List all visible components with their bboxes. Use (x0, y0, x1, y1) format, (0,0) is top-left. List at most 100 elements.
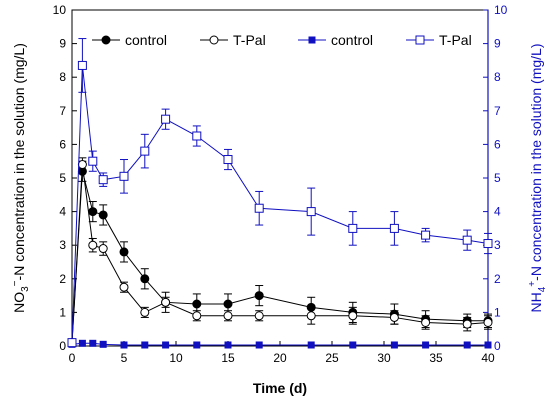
y-right-tick-label: 0 (494, 339, 501, 353)
data-point (88, 207, 98, 217)
y-left-tick-label: 10 (53, 3, 67, 17)
data-point (254, 311, 264, 321)
data-point (422, 341, 430, 349)
data-point (88, 156, 98, 166)
series-line (71, 164, 489, 343)
x-tick-label: 10 (169, 351, 183, 365)
data-point (462, 319, 472, 329)
data-point (192, 131, 202, 141)
x-tick-label: 25 (325, 351, 339, 365)
y-right-tick-label: 9 (494, 37, 501, 51)
y-left-tick-label: 1 (59, 305, 66, 319)
data-point (193, 341, 201, 349)
series-layer (67, 38, 493, 349)
data-point (223, 155, 233, 165)
data-point (161, 297, 171, 307)
y-right-tick-label: 4 (494, 205, 501, 219)
legend-entry-1: T-Pal (233, 32, 266, 48)
data-point (120, 341, 128, 349)
x-axis-ticks: 0 5 10 15 20 25 30 35 40 (69, 341, 495, 365)
data-point (119, 247, 129, 257)
x-tick-label: 20 (273, 351, 287, 365)
x-tick-label: 30 (377, 351, 391, 365)
series-line (71, 171, 488, 343)
x-tick-label: 35 (429, 351, 443, 365)
data-point (421, 317, 431, 327)
data-point (421, 230, 431, 240)
y-right-tick-label: 5 (494, 171, 501, 185)
data-point (192, 311, 202, 321)
data-point (161, 114, 171, 124)
legend-marker (308, 36, 316, 44)
y-right-tick-label: 10 (494, 3, 508, 17)
y-right-tick-label: 7 (494, 104, 501, 118)
data-point (119, 171, 129, 181)
plot-frame (71, 9, 489, 347)
data-point (141, 341, 149, 349)
data-point (88, 240, 98, 250)
data-point (77, 160, 87, 170)
data-point (140, 307, 150, 317)
y-left-tick-label: 8 (59, 70, 66, 84)
data-point (389, 312, 399, 322)
data-point (254, 291, 264, 301)
data-point (224, 341, 232, 349)
x-tick-label: 5 (121, 351, 128, 365)
series-3-right (67, 38, 493, 348)
data-point (98, 210, 108, 220)
data-point (462, 235, 472, 245)
data-point (77, 60, 87, 70)
x-tick-label: 15 (221, 351, 235, 365)
data-point (484, 341, 492, 349)
y-right-tick-label: 1 (494, 305, 501, 319)
data-point (307, 341, 315, 349)
data-point (306, 207, 316, 217)
y-right-axis-ticks: 0 1 2 3 4 5 6 7 8 9 10 (483, 3, 508, 353)
data-point (119, 282, 129, 292)
legend-entry-0: control (125, 32, 167, 48)
data-point (140, 274, 150, 284)
y-right-tick-label: 2 (494, 272, 501, 286)
data-point (483, 317, 493, 327)
y-left-axis-label: NO3−-N concentration in the solution (mg… (10, 43, 31, 313)
legend-entry-3: T-Pal (439, 32, 472, 48)
data-point (254, 203, 264, 213)
y-left-tick-label: 3 (59, 238, 66, 252)
data-point (348, 311, 358, 321)
data-point (162, 341, 170, 349)
y-left-tick-label: 0 (59, 339, 66, 353)
data-point (390, 341, 398, 349)
y-left-tick-label: 5 (59, 171, 66, 185)
y-right-tick-label: 3 (494, 238, 501, 252)
data-point (389, 223, 399, 233)
data-point (78, 339, 86, 347)
y-left-tick-label: 4 (59, 205, 66, 219)
series-line (71, 65, 489, 343)
data-point (255, 341, 263, 349)
series-line (71, 342, 488, 346)
data-point (98, 175, 108, 185)
legend-marker (101, 35, 111, 45)
legend: control T-Pal control T-Pal (92, 32, 472, 48)
data-point (223, 311, 233, 321)
data-point (140, 146, 150, 156)
data-point (223, 299, 233, 309)
data-point (192, 299, 202, 309)
data-point (98, 244, 108, 254)
legend-marker (209, 35, 219, 45)
y-left-tick-label: 2 (59, 272, 66, 286)
data-point (67, 338, 77, 348)
data-point (463, 341, 471, 349)
data-point (99, 340, 107, 348)
legend-entry-2: control (331, 32, 373, 48)
y-left-tick-label: 9 (59, 37, 66, 51)
data-point (89, 339, 97, 347)
y-left-tick-label: 7 (59, 104, 66, 118)
y-right-tick-label: 8 (494, 70, 501, 84)
series-1-left (67, 157, 493, 348)
legend-marker (415, 35, 425, 45)
x-tick-label: 0 (69, 351, 76, 365)
x-axis-label: Time (d) (253, 380, 307, 396)
data-point (349, 341, 357, 349)
